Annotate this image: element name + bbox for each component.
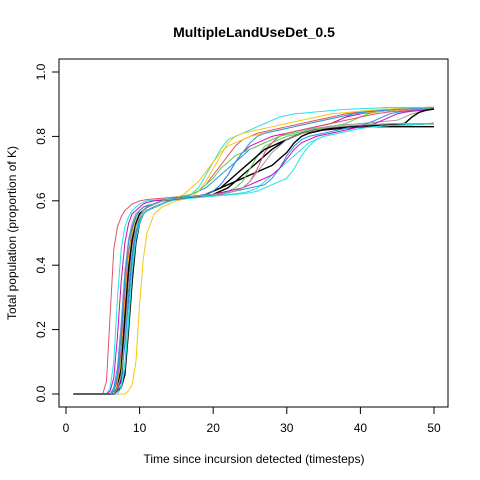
x-axis-label: Time since incursion detected (timesteps…: [144, 452, 365, 466]
chart-title: MultipleLandUseDet_0.5: [173, 24, 335, 40]
y-tick-label: 0.2: [34, 321, 48, 338]
x-tick-label: 10: [133, 421, 147, 435]
x-tick-label: 40: [354, 421, 368, 435]
x-tick-label: 30: [280, 421, 294, 435]
y-tick-label: 1.0: [34, 63, 48, 80]
series-line-19: [73, 123, 434, 395]
series-line-11: [73, 108, 435, 395]
x-axis: 0 10 20 30 40 50: [63, 406, 441, 435]
y-tick-label: 0.4: [34, 257, 48, 274]
series-line-15: [73, 123, 435, 395]
series-layer: [73, 106, 435, 395]
x-tick-label: 0: [63, 421, 70, 435]
x-tick-label: 50: [427, 421, 441, 435]
series-line-9: [73, 106, 434, 395]
series-line-2: [73, 122, 435, 395]
x-tick-label: 20: [207, 421, 221, 435]
y-axis: 0.0 0.2 0.4 0.6 0.8 1.0: [34, 63, 60, 402]
plot-frame: [58, 58, 449, 408]
y-tick-label: 0.6: [34, 192, 48, 209]
series-line-18: [73, 107, 435, 395]
y-axis-label: Total population (proportion of K): [5, 146, 19, 320]
y-tick-label: 0.8: [34, 128, 48, 145]
y-tick-label: 0.0: [34, 385, 48, 402]
series-line-16: [73, 107, 435, 395]
